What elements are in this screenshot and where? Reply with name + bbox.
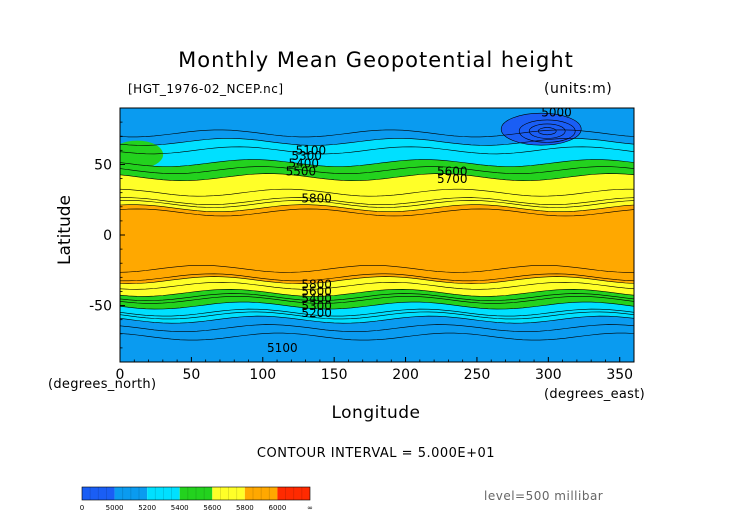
colorbar-tick-label-5: 5800: [236, 504, 254, 512]
contour-line-13: [120, 311, 634, 320]
contour-line-2: [120, 166, 634, 174]
x-tick-label-6: 300: [535, 367, 562, 383]
contour-label-0: 5000: [541, 105, 572, 119]
field-band-5: [120, 276, 634, 297]
colorbar-tick-label-1: 5000: [106, 504, 124, 512]
colorbar-swatch-5: [244, 487, 278, 500]
contour-line-10: [120, 293, 634, 301]
contour-line-14: [120, 324, 634, 332]
contour-line-5: [120, 200, 634, 208]
contour-interval-text: CONTOUR INTERVAL = 5.000E+01: [256, 446, 496, 461]
contour-label-5: 5600: [437, 165, 468, 179]
units-label: (units:m): [544, 81, 613, 97]
contour-label-13: 5100: [267, 341, 298, 355]
green-anomaly: [120, 140, 164, 169]
colorbar-tick-label-7: ∞: [307, 504, 313, 512]
colorbar-tick-label-0: 0: [80, 504, 84, 512]
contour-label-6: 5700: [437, 172, 468, 186]
contour-line-4: [120, 197, 634, 205]
contour-line-12: [120, 308, 634, 317]
contour-line-15: [120, 332, 634, 341]
x-tick-label-7: 350: [606, 367, 633, 383]
contour-label-8: 5800: [301, 278, 332, 292]
level-text: level=500 millibar: [484, 489, 604, 503]
y-axis-label: Latitude: [54, 195, 75, 265]
contour-line-11: [120, 296, 634, 304]
contour-line-24: [120, 315, 634, 324]
x-tick-label-3: 150: [321, 367, 348, 383]
colorbar-swatch-1: [114, 487, 148, 500]
contour-label-7: 5800: [301, 192, 332, 206]
colorbar-frame: [81, 486, 311, 501]
contour-label-4: 5500: [286, 165, 317, 179]
contour-line-3: [120, 188, 634, 197]
contour-line-17: [120, 138, 634, 146]
contour-line-20: [120, 204, 634, 212]
field-layer: [120, 108, 634, 362]
contour-line-1: [120, 146, 634, 155]
colorbar-tick-label-6: 6000: [269, 504, 287, 512]
contour-line-23: [120, 301, 634, 310]
y-tick-label-2: 50: [94, 157, 112, 173]
colorbar-tick-label-3: 5400: [171, 504, 189, 512]
contour-label-11: 5300: [301, 299, 332, 313]
contour-line-0: [120, 129, 634, 138]
contour-label-9: 5600: [301, 285, 332, 299]
colorbar-swatch-4: [212, 487, 245, 500]
source-file-label: [HGT_1976-02_NCEP.nc]: [128, 82, 284, 96]
y-tick-label-1: 0: [103, 228, 112, 244]
colorbar-swatch-6: [277, 487, 310, 500]
low-center-contour-1: [528, 123, 566, 139]
contour-line-8: [120, 273, 634, 282]
x-axis-unit: (degrees_east): [544, 387, 646, 402]
contour-line-22: [120, 288, 634, 297]
contour-line-7: [120, 265, 634, 273]
contour-label-1: 5100: [296, 144, 327, 158]
x-axis-label: Longitude: [331, 403, 421, 423]
contour-label-10: 5400: [301, 292, 332, 306]
field-band-4: [120, 204, 634, 284]
colorbar-swatch-2: [147, 487, 180, 500]
contour-line-6: [120, 208, 634, 217]
x-tick-label-0: 0: [116, 367, 125, 383]
x-tick-label-1: 50: [182, 367, 200, 383]
contour-line-18: [120, 159, 634, 167]
chart-title: Monthly Mean Geopotential height: [178, 48, 574, 72]
contour-line-21: [120, 276, 634, 285]
colorbar-tick-label-4: 5600: [203, 504, 221, 512]
colorbar-swatch-3: [179, 487, 213, 500]
colorbar-tick-label-2: 5200: [138, 504, 156, 512]
field-band-3: [120, 173, 634, 212]
contour-label-12: 5200: [301, 306, 332, 320]
colorbar-swatch-0: [82, 487, 115, 500]
contour-label-2: 5300: [291, 149, 322, 163]
x-tick-label-2: 100: [249, 367, 276, 383]
field-band-2: [120, 159, 634, 181]
contour-line-19: [120, 173, 634, 182]
y-axis-unit: (degrees_north): [48, 377, 157, 392]
y-tick-label-0: -50: [89, 299, 112, 315]
low-center-contour-0: [518, 119, 576, 143]
x-tick-label-5: 250: [464, 367, 491, 383]
field-band-8: [120, 316, 634, 362]
contour-label-3: 5400: [288, 156, 319, 170]
x-tick-label-4: 200: [392, 367, 419, 383]
contour-line-9: [120, 281, 634, 290]
